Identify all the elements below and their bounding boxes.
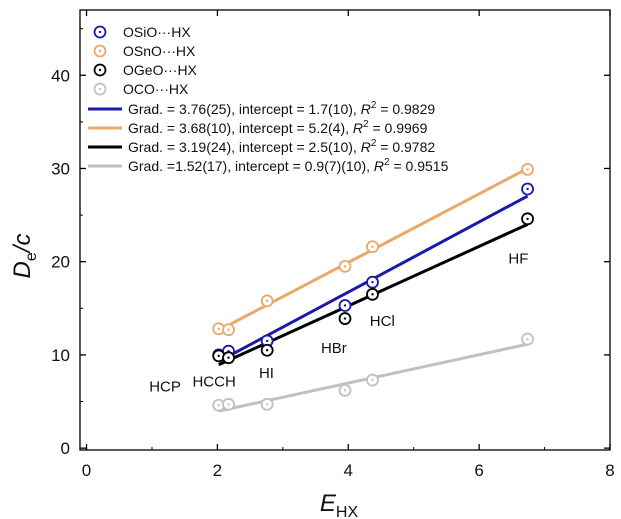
- legend-marker-dot-0: [98, 30, 102, 34]
- legend-label-1: OSnO···HX: [123, 43, 196, 59]
- y-tick-label: 30: [51, 159, 70, 178]
- x-tick-label: 4: [344, 461, 353, 480]
- data-point-dot-1: [526, 168, 529, 171]
- legend-fit-label-1: Grad. = 3.68(10), intercept = 5.2(4), R2…: [128, 119, 428, 136]
- legend-label-2: OGeO···HX: [123, 62, 198, 78]
- legend-label-3: OCO···HX: [123, 81, 189, 97]
- data-point-dot-2: [217, 354, 220, 358]
- data-point-dot-0: [265, 339, 269, 343]
- data-point-dot-1: [217, 327, 220, 331]
- legend-fit-label-2: Grad. = 3.19(24), intercept = 2.5(10), R…: [128, 138, 435, 155]
- x-tick-label: 8: [605, 461, 614, 480]
- data-point-dot-3: [265, 403, 269, 406]
- plot-area: HCP HCCH HI HBr HCl HF: [149, 163, 534, 413]
- legend-fit-label-3: Grad. =1.52(17), intercept = 0.9(7)(10),…: [128, 157, 449, 174]
- y-tick-label: 20: [51, 253, 70, 272]
- data-point-dot-2: [526, 217, 529, 221]
- legend: OSiO···HX OSnO···HX OGeO···HX OCO···HX Grad.…: [88, 24, 449, 174]
- x-tick-label: 0: [82, 461, 91, 480]
- y-tick-label: 0: [61, 439, 70, 458]
- data-point-dot-1: [343, 265, 347, 268]
- y-axis-title: De/c: [9, 234, 40, 279]
- axes: 0 2 4 6 8 0 10 20 30 40: [51, 9, 615, 480]
- data-point-dot-1: [371, 245, 374, 248]
- legend-label-0: OSiO···HX: [123, 24, 191, 40]
- plot-frame: [79, 9, 611, 451]
- data-point-dot-1: [265, 299, 269, 303]
- data-point-dot-2: [227, 356, 230, 359]
- legend-marker-dot-3: [98, 87, 102, 91]
- annotation-label: HCCH: [192, 374, 235, 391]
- data-point-dot-3: [371, 378, 374, 382]
- legend-marker-dot-1: [98, 49, 102, 53]
- data-point-dot-2: [371, 293, 374, 296]
- data-point-dot-3: [227, 403, 230, 406]
- data-point-dot-0: [371, 281, 374, 284]
- data-point-dot-3: [526, 337, 529, 341]
- data-point-dot-2: [343, 317, 347, 320]
- annotation-label: HCl: [370, 313, 395, 330]
- y-tick-label: 10: [51, 346, 70, 365]
- data-point-dot-0: [526, 187, 529, 191]
- y-tick-label: 40: [51, 66, 70, 85]
- data-point-dot-1: [227, 328, 230, 331]
- annotation-label: HCP: [149, 378, 181, 395]
- data-point-dot-3: [217, 404, 220, 407]
- legend-fit-label-0: Grad. = 3.76(25), intercept = 1.7(10), R…: [128, 100, 435, 117]
- x-axis-title: EHX: [320, 490, 359, 519]
- x-tick-label: 6: [474, 461, 483, 480]
- legend-marker-dot-2: [98, 68, 102, 72]
- data-point-dot-2: [265, 349, 269, 352]
- x-tick-label: 2: [213, 461, 222, 480]
- annotation-label: HF: [508, 251, 528, 268]
- annotation-label: HI: [259, 365, 274, 382]
- data-point-dot-3: [343, 389, 347, 392]
- data-point-dot-0: [343, 304, 347, 307]
- annotation-label: HBr: [321, 340, 347, 357]
